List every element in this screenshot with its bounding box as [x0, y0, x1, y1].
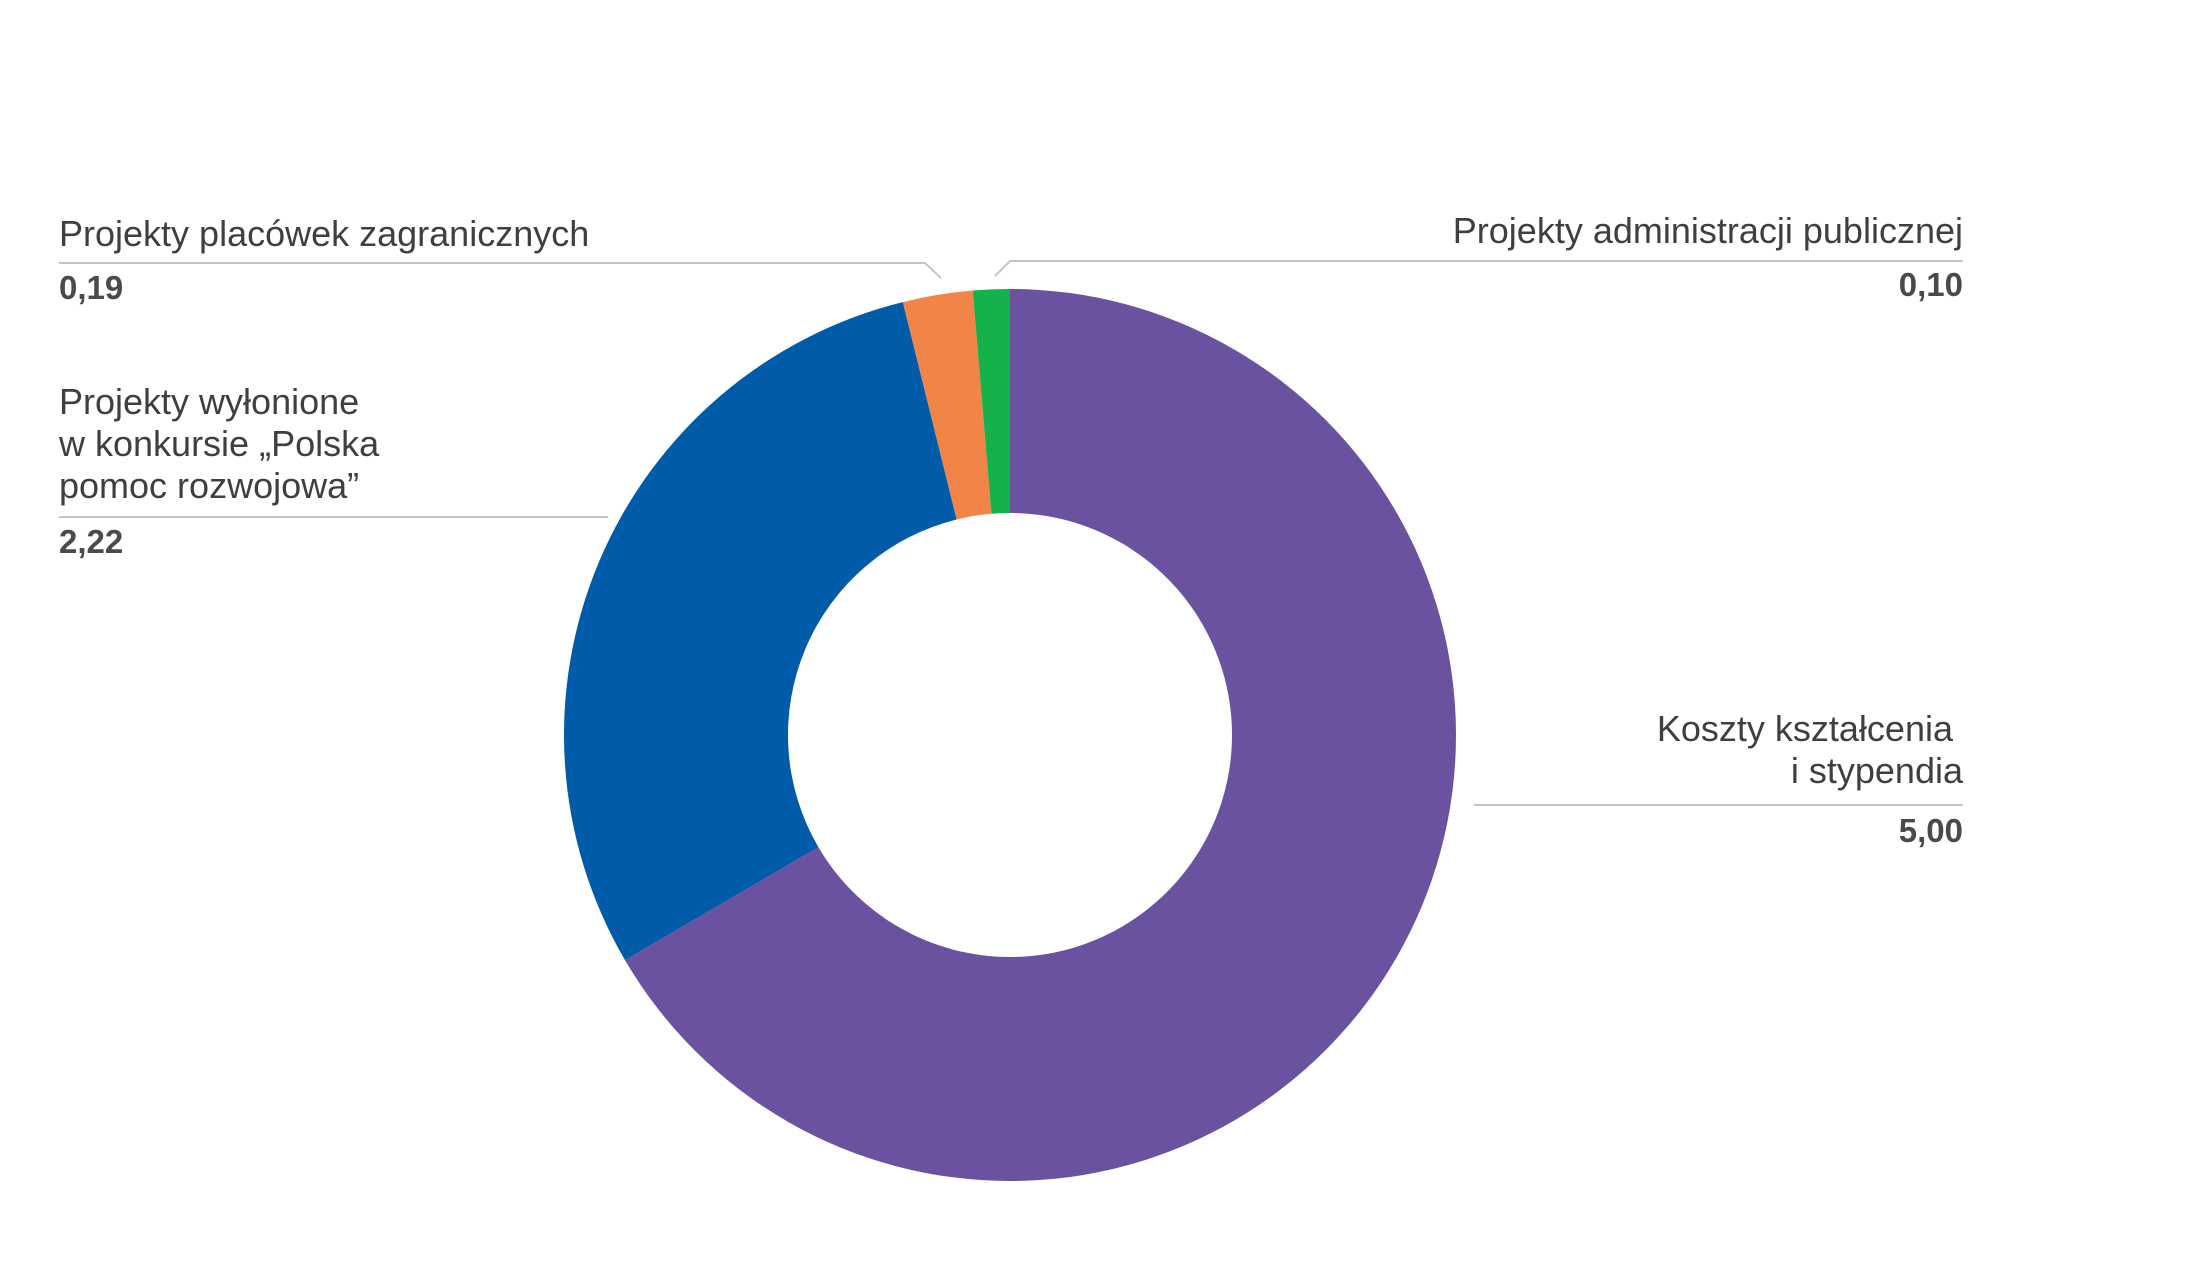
data-label-koszty: 5,00	[1899, 812, 1963, 849]
slice-label-administracja: Projekty administracji publicznej	[1453, 210, 1963, 251]
slice-label-administracja-line-1: Projekty administracji publicznej	[1453, 210, 1963, 251]
slice-label-koszty-line-1: Koszty kształcenia	[1657, 708, 1954, 749]
leader-line-administracja	[994, 260, 1963, 277]
slice-label-polska-pomoc-line-3: pomoc rozwojowa”	[59, 465, 359, 506]
slice-label-koszty: Koszty kształcenia i stypendia	[1657, 708, 1964, 791]
slice-label-polska-pomoc-line-1: Projekty wyłonione	[59, 381, 359, 422]
slice-label-placowki-line-1: Projekty placówek zagranicznych	[59, 213, 589, 254]
slice-label-koszty-line-2: i stypendia	[1791, 750, 1964, 791]
slice-label-polska-pomoc-line-2: w konkursie „Polska	[58, 423, 380, 464]
donut-slice-polska-pomoc	[564, 302, 957, 961]
leader-line-placowki	[59, 262, 942, 279]
donut-slice-placowki	[902, 290, 992, 520]
data-label-polska-pomoc: 2,22	[59, 523, 123, 560]
donut-slices	[564, 289, 1456, 1181]
data-label-placowki: 0,19	[59, 269, 123, 306]
donut-slice-koszty	[625, 289, 1456, 1181]
data-label-administracja: 0,10	[1899, 266, 1963, 303]
slice-label-polska-pomoc: Projekty wyłonione w konkursie „Polska p…	[58, 381, 389, 506]
slice-label-placowki: Projekty placówek zagranicznych	[59, 213, 589, 254]
donut-slice-administracja	[972, 289, 1010, 514]
